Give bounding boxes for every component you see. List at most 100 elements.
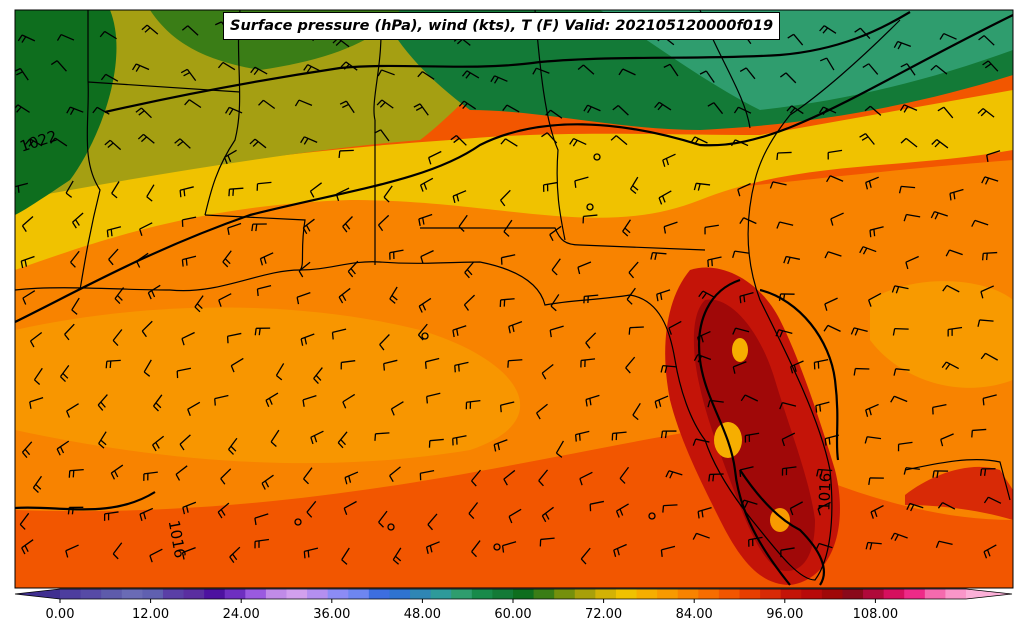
colorbar-swatch bbox=[162, 589, 185, 599]
wind-barb bbox=[174, 138, 191, 149]
wind-barb bbox=[819, 25, 837, 34]
wind-barb bbox=[585, 394, 600, 407]
colorbar-swatch bbox=[471, 589, 493, 599]
wind-barb bbox=[15, 104, 30, 113]
wind-barb bbox=[21, 441, 33, 459]
wind-barb bbox=[732, 327, 750, 335]
wind-barb bbox=[632, 402, 641, 421]
wind-barb bbox=[699, 70, 715, 83]
wind-barb bbox=[141, 320, 153, 338]
wind-barb bbox=[259, 252, 274, 266]
wind-barb bbox=[256, 181, 272, 191]
wind-barb bbox=[458, 214, 468, 232]
wind-barb bbox=[468, 502, 479, 520]
wind-barb bbox=[493, 439, 508, 452]
colorbar-swatch bbox=[615, 589, 638, 599]
wind-barb bbox=[499, 401, 515, 413]
wind-barb bbox=[137, 133, 155, 144]
wind-barb bbox=[418, 213, 433, 226]
wind-barb bbox=[893, 368, 910, 376]
wind-barb bbox=[582, 214, 598, 224]
wind-barb bbox=[890, 395, 908, 403]
wind-barb bbox=[249, 138, 267, 149]
wind-barb bbox=[507, 359, 523, 368]
wind-barb bbox=[310, 430, 324, 445]
colorbar-swatch bbox=[286, 589, 308, 599]
wind-barb bbox=[265, 392, 279, 407]
wind-barb bbox=[110, 464, 124, 480]
wind-barb bbox=[229, 546, 241, 563]
wind-barb bbox=[536, 403, 548, 420]
wind-barb bbox=[789, 501, 803, 516]
wind-barb bbox=[654, 395, 669, 409]
wind-barb bbox=[464, 261, 475, 279]
wind-barb bbox=[112, 542, 123, 560]
wind-barb bbox=[658, 190, 672, 205]
wind-barb bbox=[779, 72, 797, 84]
wind-barb bbox=[413, 103, 429, 116]
colorbar-swatch bbox=[80, 589, 102, 599]
wind-barb bbox=[615, 503, 629, 518]
wind-barb bbox=[152, 435, 165, 452]
wind-barb bbox=[580, 547, 591, 565]
wind-barb bbox=[71, 297, 80, 315]
wind-barb bbox=[697, 330, 711, 345]
wind-barb bbox=[420, 250, 434, 264]
wind-barb bbox=[897, 441, 913, 452]
wind-barb bbox=[227, 222, 242, 235]
wind-barb bbox=[71, 212, 84, 229]
wind-barb bbox=[139, 507, 154, 522]
wind-barb bbox=[628, 261, 639, 279]
wind-barb bbox=[114, 287, 125, 305]
wind-barb bbox=[870, 505, 884, 519]
colorbar-swatch bbox=[368, 589, 390, 599]
wind-barb bbox=[981, 176, 999, 185]
wind-barb bbox=[813, 359, 829, 370]
wind-barb bbox=[585, 332, 597, 349]
wind-barb bbox=[583, 104, 601, 114]
wind-barb bbox=[613, 543, 627, 557]
wind-barb bbox=[865, 176, 879, 190]
wind-barb bbox=[309, 182, 323, 198]
wind-barb bbox=[824, 297, 838, 311]
wind-barb bbox=[859, 133, 875, 145]
wind-barb bbox=[868, 292, 882, 307]
wind-barb bbox=[502, 104, 520, 113]
wind-barb bbox=[187, 401, 201, 417]
colorbar-tick-label: 60.00 bbox=[494, 607, 532, 622]
wind-barb bbox=[112, 329, 123, 347]
wind-barb bbox=[932, 403, 947, 415]
wind-barb bbox=[374, 129, 390, 142]
colorbar-swatch bbox=[698, 589, 720, 599]
wind-barb bbox=[425, 541, 440, 554]
colorbar-swatch bbox=[204, 589, 226, 599]
wind-barb bbox=[228, 437, 238, 455]
wind-barb bbox=[149, 548, 163, 563]
wind-barb bbox=[175, 465, 188, 481]
colorbar-swatch bbox=[657, 589, 679, 599]
wind-barb bbox=[780, 547, 795, 558]
colorbar-swatch bbox=[863, 589, 885, 599]
colorbar-swatch bbox=[183, 589, 205, 599]
wind-barb bbox=[427, 513, 438, 531]
wind-barb bbox=[663, 221, 678, 234]
wind-barb bbox=[226, 332, 242, 344]
wind-barb bbox=[302, 218, 315, 235]
wind-barb bbox=[66, 403, 79, 418]
wind-barb bbox=[865, 403, 879, 417]
wind-barb bbox=[545, 109, 563, 119]
wind-barb bbox=[732, 361, 747, 374]
wind-barb bbox=[707, 399, 724, 408]
wind-barb bbox=[971, 219, 989, 227]
wind-barb bbox=[300, 136, 318, 145]
wind-barb bbox=[225, 106, 243, 116]
wind-barb bbox=[619, 466, 630, 484]
wind-barb bbox=[296, 291, 311, 305]
wind-barb bbox=[335, 187, 350, 202]
wind-barb bbox=[830, 212, 844, 226]
wind-barb bbox=[654, 101, 672, 111]
wind-barb bbox=[250, 66, 268, 76]
wind-barb bbox=[176, 367, 192, 379]
colorbar-swatch bbox=[121, 589, 143, 599]
wind-barb bbox=[98, 431, 107, 449]
